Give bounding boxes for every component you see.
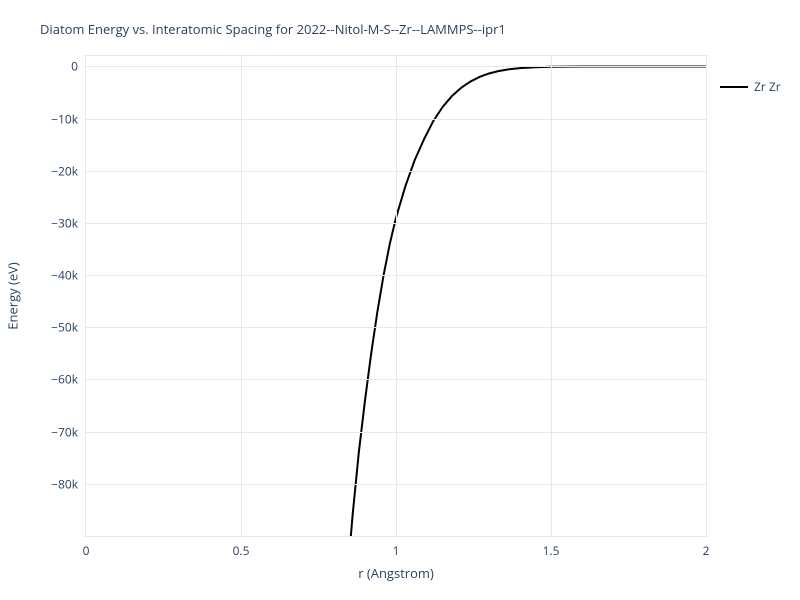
x-tick-label: 1 — [393, 542, 400, 559]
gridline-vertical — [396, 56, 397, 536]
gridline-horizontal — [86, 432, 706, 433]
y-tick-label: −50k — [51, 319, 78, 336]
gridline-horizontal — [86, 171, 706, 172]
y-tick-label: −30k — [51, 214, 78, 231]
y-tick-label: 0 — [71, 58, 78, 75]
gridline-vertical — [551, 56, 552, 536]
y-tick-label: −20k — [51, 162, 78, 179]
y-axis-label: Energy (eV) — [3, 262, 21, 329]
y-tick-label: −40k — [51, 267, 78, 284]
y-tick-label: −60k — [51, 371, 78, 388]
x-tick-label: 0.5 — [233, 542, 250, 559]
x-tick-label: 0 — [83, 542, 90, 559]
gridline-horizontal — [86, 66, 706, 67]
x-axis-label: r (Angstrom) — [358, 564, 434, 582]
y-tick-label: −80k — [51, 475, 78, 492]
gridline-horizontal — [86, 119, 706, 120]
y-tick-label: −10k — [51, 110, 78, 127]
legend[interactable]: Zr Zr — [720, 78, 781, 95]
legend-swatch-icon — [720, 86, 748, 88]
chart-container: Diatom Energy vs. Interatomic Spacing fo… — [0, 0, 800, 600]
legend-label: Zr Zr — [754, 78, 781, 95]
y-tick-label: −70k — [51, 423, 78, 440]
gridline-horizontal — [86, 484, 706, 485]
gridline-horizontal — [86, 275, 706, 276]
gridline-horizontal — [86, 223, 706, 224]
gridline-horizontal — [86, 379, 706, 380]
gridline-horizontal — [86, 327, 706, 328]
chart-title: Diatom Energy vs. Interatomic Spacing fo… — [40, 20, 506, 38]
x-tick-label: 1.5 — [543, 542, 560, 559]
x-tick-label: 2 — [703, 542, 710, 559]
gridline-vertical — [241, 56, 242, 536]
plot-area[interactable]: r (Angstrom) Energy (eV) 00.511.520−10k−… — [85, 55, 707, 537]
